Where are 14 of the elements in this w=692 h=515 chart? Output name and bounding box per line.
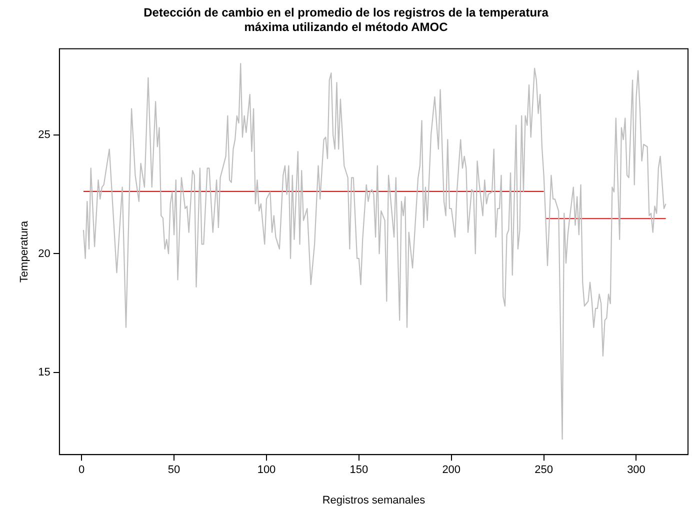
x-tick-label: 250 <box>534 464 553 476</box>
y-axis-title: Temperatura <box>18 220 31 283</box>
x-tick-label: 300 <box>627 464 646 476</box>
x-tick-label: 0 <box>78 464 85 476</box>
y-tick-label: 25 <box>38 128 50 141</box>
text: Detección de cambio en el promedio de los registros de la temperatura <box>144 6 548 20</box>
x-axis-title: Registros semanales <box>322 494 426 506</box>
x-tick-label: 50 <box>168 464 180 476</box>
y-tick-label: 20 <box>38 248 50 260</box>
x-tick-label: 150 <box>350 464 368 476</box>
x-tick-label: 100 <box>257 464 276 476</box>
x-tick-label: 200 <box>442 464 461 476</box>
text: máxima utilizando el método AMOC <box>244 20 448 34</box>
y-tick-label: 15 <box>38 366 50 379</box>
